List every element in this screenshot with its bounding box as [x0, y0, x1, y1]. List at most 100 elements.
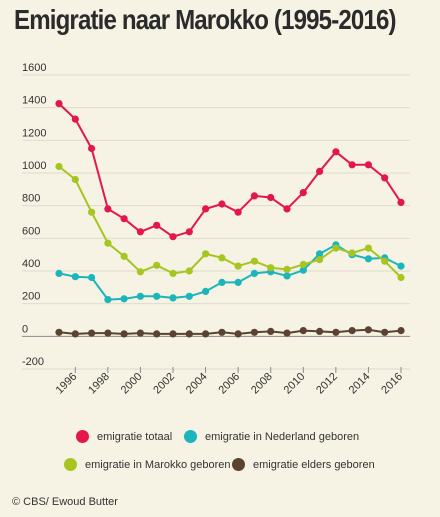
x-tick-label-2000: 2000 [119, 371, 145, 397]
series-line-2 [58, 165, 402, 279]
legend-label-marokko: emigratie in Marokko geboren [85, 458, 231, 471]
series-2-point-2016 [397, 273, 405, 282]
series-3-point-2003 [185, 330, 193, 338]
legend-dot-marokko [64, 458, 77, 471]
series-2-point-2006 [234, 262, 242, 270]
series-0-point-2006 [234, 208, 242, 216]
x-tick-label-2010: 2010 [282, 371, 308, 397]
series-0-point-2000 [136, 228, 144, 236]
chart-title: Emigratie naar Marokko (1995-2016) [14, 4, 397, 35]
series-1-point-2016 [397, 262, 405, 270]
y-tick-label-400: 400 [22, 258, 40, 270]
x-tick-label-1998: 1998 [86, 371, 112, 397]
series-1-point-2011 [316, 250, 324, 258]
series-2-point-1997 [88, 208, 96, 216]
series-1-point-2003 [185, 292, 193, 300]
series-3-point-2006 [234, 330, 242, 338]
series-2-point-2011 [316, 256, 324, 264]
legend-label-elders: emigratie elders geboren [253, 458, 375, 471]
series-0-point-2013 [348, 161, 356, 169]
x-tick-label-2002: 2002 [151, 371, 177, 397]
x-tick-label-2014: 2014 [347, 371, 373, 397]
legend-dot-nederland [184, 430, 197, 443]
series-0-point-2001 [153, 221, 161, 229]
legend-item-marokko: emigratie in Marokko geboren [64, 458, 231, 471]
x-tick-label-2012: 2012 [314, 371, 340, 397]
series-3-point-2001 [153, 330, 161, 338]
x-tick-label-1996: 1996 [54, 371, 80, 397]
y-tick-label-1600: 1600 [22, 62, 46, 74]
series-3-point-2000 [136, 329, 144, 337]
series-1-point-1997 [88, 273, 96, 282]
series-1-point-2010 [299, 266, 307, 274]
series-2-point-1996 [71, 175, 79, 184]
series-0-point-1997 [88, 144, 96, 153]
series-1-point-1999 [120, 295, 128, 303]
series-1-point-2005 [218, 278, 226, 286]
y-tick-label-1000: 1000 [22, 160, 46, 172]
series-3-point-2002 [169, 330, 177, 338]
x-tick-label-2016: 2016 [379, 371, 405, 397]
y-tick-label-800: 800 [22, 193, 40, 205]
y-tick-label--200: -200 [22, 356, 44, 368]
series-0-point-2012 [332, 148, 340, 156]
series-3-point-2014 [364, 326, 372, 334]
legend-item-totaal: emigratie totaal [76, 430, 172, 443]
series-1-point-1996 [71, 273, 79, 281]
line-chart: -200 0 200 400 600 800 1000 1200 1400 1600 1996 199… [22, 62, 410, 397]
y-tick-label-600: 600 [22, 225, 40, 237]
y-tick-label-200: 200 [22, 291, 40, 303]
series-3-point-2012 [332, 328, 340, 336]
series-3-point-2009 [283, 329, 291, 337]
series-3-point-1996 [71, 330, 79, 338]
series-3-point-2016 [397, 327, 405, 335]
series-1-point-1998 [104, 296, 112, 304]
series-1-point-2000 [136, 292, 144, 300]
series-0-point-2009 [283, 205, 291, 213]
series-2-point-2013 [348, 249, 356, 257]
series-3-point-1999 [120, 330, 128, 338]
series-0-point-1996 [71, 115, 79, 123]
series-3-point-2011 [316, 327, 324, 335]
series-0-point-2016 [397, 198, 405, 206]
series-3-point-2007 [250, 328, 258, 336]
series-0-point-2008 [267, 193, 275, 202]
series-2-point-2002 [169, 269, 177, 277]
series-2-point-2009 [283, 265, 291, 273]
legend-item-elders: emigratie elders geboren [232, 458, 375, 471]
series-3-point-2008 [267, 327, 275, 335]
series-1-point-2002 [169, 294, 177, 302]
y-tick-label-1400: 1400 [22, 95, 46, 107]
series-0-point-2005 [218, 200, 226, 208]
series-2-point-2001 [153, 261, 161, 269]
series-3-point-2004 [202, 330, 210, 338]
series-3-point-2015 [381, 328, 389, 336]
series-0-point-1995 [55, 100, 63, 108]
series-2-point-1999 [120, 252, 128, 260]
series-0-point-2011 [316, 167, 324, 175]
series-2-point-1998 [104, 239, 112, 247]
series-1-point-2009 [283, 272, 291, 280]
series-3-point-2013 [348, 327, 356, 335]
series-2-point-2004 [202, 250, 210, 258]
series-line-0 [58, 102, 402, 238]
series-3-point-1998 [104, 329, 112, 337]
legend-label-nederland: emigratie in Nederland geboren [205, 430, 360, 443]
series-2-point-2008 [267, 264, 275, 272]
series-0-point-2014 [364, 161, 372, 169]
legend-item-nederland: emigratie in Nederland geboren [184, 430, 359, 443]
series-2-point-2003 [185, 267, 193, 275]
series-2-point-2010 [299, 260, 307, 269]
series-2-point-2007 [250, 257, 258, 265]
series-0-point-2010 [299, 189, 307, 197]
x-tick-label-2004: 2004 [184, 371, 210, 397]
series-1-point-2007 [250, 269, 258, 277]
series-0-point-1999 [120, 215, 128, 223]
legend-dot-totaal [76, 430, 89, 443]
series-1-point-1995 [55, 269, 63, 277]
series-0-point-1998 [104, 205, 112, 213]
x-tick-label-2008: 2008 [249, 371, 275, 397]
series-0-point-2002 [169, 233, 177, 241]
series-0-point-2015 [381, 174, 389, 182]
series-3-point-1997 [88, 329, 96, 337]
